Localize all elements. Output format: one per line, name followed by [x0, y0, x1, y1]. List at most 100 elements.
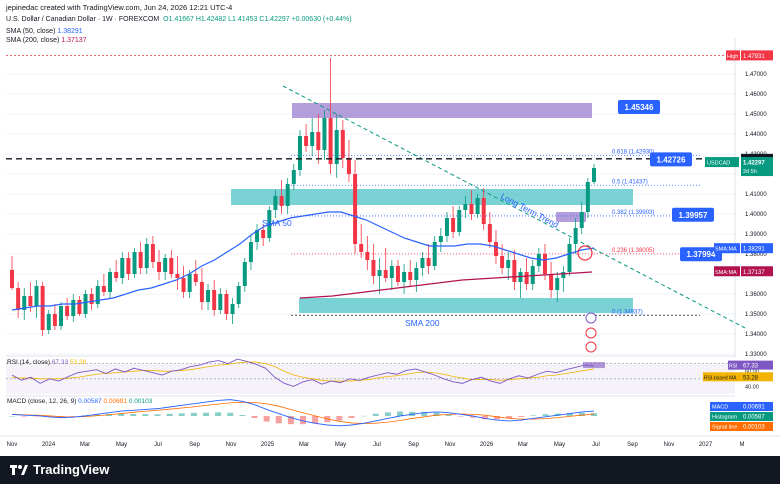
candle-body: [359, 244, 364, 252]
candle-body: [95, 286, 100, 304]
sma-tag-label-box: [714, 243, 740, 254]
candle-body: [316, 132, 321, 150]
macd-histogram-bar: [336, 416, 343, 421]
long-term-trend-line[interactable]: [282, 85, 746, 329]
candle-body: [549, 274, 554, 290]
sma-tag-label: SMA:MA: [715, 247, 737, 253]
tradingview-logo[interactable]: TradingView: [10, 462, 109, 477]
fib-level-label: 0 (1.34937): [612, 309, 643, 315]
price-tick-label: 1.34000: [745, 332, 767, 338]
macd-histogram-bar: [397, 411, 403, 416]
symbol-line[interactable]: U.S. Dollar / Canadian Dollar · 1W · FOR…: [6, 16, 352, 23]
rsi-label[interactable]: RSI (14, close) 67.33 53.28: [7, 359, 86, 366]
high-tag-label-box: [726, 50, 740, 61]
macd-histogram-bar: [421, 411, 428, 416]
candle-body: [408, 272, 413, 280]
sma-tag-label-box: [714, 266, 740, 277]
current-countdown-text: 2d 5h: [743, 169, 757, 175]
candle-body: [175, 274, 180, 278]
candle-body: [10, 270, 14, 288]
price-tick-label: 1.47000: [745, 72, 767, 78]
candle-body: [46, 314, 51, 330]
candle-body: [108, 272, 113, 292]
rsi-highlight: [583, 362, 605, 369]
macd-histogram-bar: [275, 416, 282, 424]
price-tick-label: 1.40000: [745, 212, 767, 218]
rsi-ma-line: [11, 361, 595, 382]
lightning-icon: [585, 312, 597, 324]
price-chart[interactable]: 0.618 (1.42930) 0.5 (1.41437) 0.382 (1.399…: [0, 0, 780, 456]
sma50-legend-label: SMA (50, close): [6, 28, 56, 35]
footer-bar: TradingView: [0, 456, 780, 484]
event-icons: [577, 245, 597, 353]
price-tick-label: 1.38000: [745, 252, 767, 258]
macd-histogram-bar: [433, 412, 440, 416]
price-callout-box: [650, 152, 692, 167]
candle-body: [475, 198, 480, 214]
rsi-ma-tag-label: RSI-based MA: [704, 375, 737, 381]
time-tick-label: Mar: [518, 442, 528, 448]
candle-body: [310, 132, 315, 146]
candle-body: [206, 290, 211, 302]
candle-body: [291, 170, 296, 184]
candle-body: [28, 296, 33, 306]
candle-body: [163, 258, 168, 272]
candle-body: [530, 266, 535, 284]
sma200-annotation: SMA 200: [405, 318, 440, 328]
candle-body: [59, 306, 64, 326]
macd-histogram-bar: [530, 415, 537, 416]
candle-body: [567, 244, 572, 272]
price-tick-label: 1.39000: [745, 232, 767, 238]
candle-body: [40, 286, 45, 330]
fib-level-label: 0.236 (1.38005): [612, 248, 654, 254]
candle-body: [83, 294, 88, 314]
price-callout-box: [672, 207, 714, 222]
supply-zone: [292, 103, 592, 118]
candle-body: [334, 130, 339, 164]
macd-histogram-bar: [445, 414, 452, 416]
candle-body: [242, 262, 247, 286]
time-tick-label: M: [740, 442, 745, 448]
macd-label[interactable]: MACD (close, 12, 26, 9) 0.00587 0.00691 …: [7, 398, 152, 405]
macd-histogram-bar: [166, 413, 173, 416]
macd-tag-label-box: [710, 422, 741, 431]
time-tick-label: 2026: [480, 442, 494, 448]
macd-hist-value: 0.00103: [128, 398, 153, 405]
target-circle-icon: [577, 245, 593, 261]
price-callout-text: 1.45346: [625, 103, 654, 112]
candle-body: [353, 174, 358, 244]
candle-body: [285, 184, 290, 206]
sma-tag-text: 1.37137: [743, 270, 765, 276]
chart-credit: jepinedac created with TradingView.com, …: [6, 3, 233, 12]
brand-name: TradingView: [33, 462, 110, 477]
macd-tag-text: 0.00587: [743, 415, 765, 421]
candle-body: [524, 272, 529, 284]
rsi-tick-label: 40.00: [745, 384, 759, 390]
time-tick-label: 2025: [261, 442, 275, 448]
candle-body: [383, 270, 388, 278]
rsi-ma-tag-label-box: [703, 372, 741, 382]
candle-body: [157, 262, 162, 272]
candle-body: [193, 274, 198, 282]
sma200-legend[interactable]: SMA (200, close) 1.37137: [6, 37, 87, 44]
candle-body: [451, 218, 456, 232]
fib-level-label: 0.5 (1.41437): [612, 179, 648, 185]
sma50-legend[interactable]: SMA (50, close) 1.38291: [6, 28, 83, 35]
macd-histogram-bar: [300, 416, 306, 425]
high-tag-label: High: [727, 54, 738, 60]
macd-histogram-bar: [33, 416, 40, 417]
time-tick-label: Sep: [627, 442, 638, 448]
price-callout-box: [618, 100, 660, 114]
sma-tag-box: [741, 266, 773, 277]
candle-body: [16, 288, 21, 310]
current-symbol-box: [705, 157, 739, 168]
rsi-ma-value: 53.28: [69, 359, 87, 366]
macd-label-text: MACD (close, 12, 26, 9): [7, 398, 77, 405]
price-tick-label: 1.35000: [745, 312, 767, 318]
candle-body: [77, 300, 82, 314]
candle-body: [512, 260, 517, 282]
candle-body: [346, 158, 351, 174]
high-tag-text: 1.47931: [743, 54, 765, 60]
macd-histogram-bar: [142, 414, 149, 416]
